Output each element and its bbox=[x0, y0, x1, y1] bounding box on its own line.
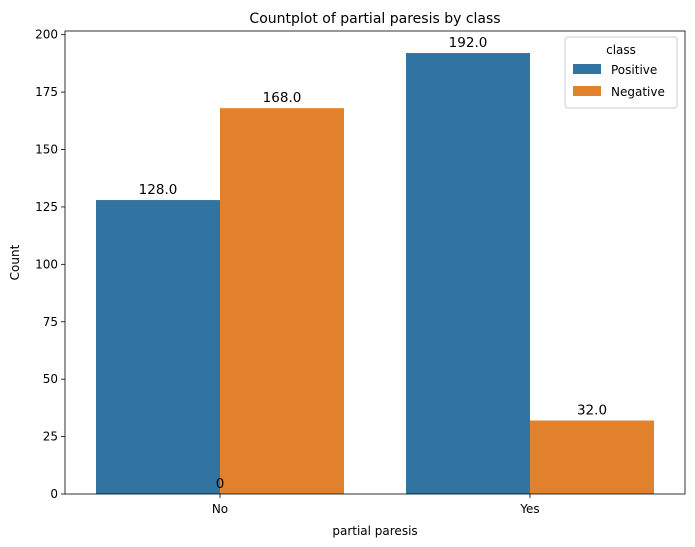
bar-value-label: 192.0 bbox=[449, 35, 488, 51]
chart-title: Countplot of partial paresis by class bbox=[249, 11, 500, 27]
y-axis: 0 25 50 75 100 125 150 175 200 bbox=[35, 28, 65, 501]
y-tick-label: 175 bbox=[35, 85, 58, 99]
legend-items: Positive Negative bbox=[573, 63, 665, 99]
bar-positive-yes bbox=[406, 53, 530, 495]
y-tick-label: 75 bbox=[43, 315, 58, 329]
legend-swatch-negative bbox=[573, 86, 601, 96]
y-axis-label: Count bbox=[8, 244, 22, 280]
bar-negative-yes bbox=[530, 420, 654, 494]
x-axis-label: partial paresis bbox=[332, 524, 417, 538]
y-tick-label: 125 bbox=[35, 200, 58, 214]
y-tick-label: 0 bbox=[50, 487, 58, 501]
y-tick-label: 100 bbox=[35, 257, 58, 271]
zero-annotation: 0 bbox=[216, 476, 225, 492]
legend-label-negative: Negative bbox=[611, 85, 665, 99]
plot-frame bbox=[64, 30, 686, 495]
y-tick-label: 25 bbox=[43, 430, 58, 444]
plot-area: 128.0 168.0 192.0 32.0 0 bbox=[64, 30, 686, 495]
legend: class Positive Negative bbox=[564, 36, 678, 109]
y-tick-label: 50 bbox=[43, 372, 58, 386]
legend-swatch-positive bbox=[573, 64, 601, 74]
x-tick-label: Yes bbox=[519, 502, 539, 516]
bar-value-label: 128.0 bbox=[139, 182, 178, 198]
legend-label-positive: Positive bbox=[611, 63, 657, 77]
bar-value-label: 168.0 bbox=[263, 90, 302, 106]
x-tick-label: No bbox=[212, 502, 228, 516]
bar-positive-no bbox=[96, 200, 220, 495]
bar-value-label: 32.0 bbox=[577, 403, 607, 419]
legend-title: class bbox=[606, 43, 636, 57]
y-tick-label: 200 bbox=[35, 28, 58, 42]
bar-labels-group: 128.0 168.0 192.0 32.0 0 bbox=[139, 35, 607, 492]
bars-group bbox=[96, 53, 654, 495]
x-axis: No Yes bbox=[212, 494, 540, 516]
bar-negative-no bbox=[220, 108, 344, 495]
y-tick-label: 150 bbox=[35, 143, 58, 157]
